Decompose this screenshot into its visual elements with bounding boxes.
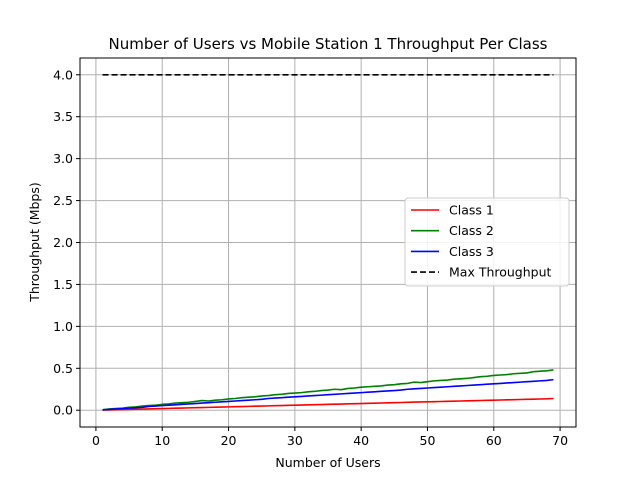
y-tick-label: 2.5 — [53, 193, 73, 208]
series-line-class-2 — [102, 369, 554, 411]
chart-title: Number of Users vs Mobile Station 1 Thro… — [109, 35, 548, 53]
x-tick-label: 30 — [287, 433, 303, 448]
legend-label-max-throughput: Max Throughput — [449, 265, 552, 280]
axis-ticks: 0 10 20 30 40 50 60 70 0.0 0.5 1.0 1.5 2.0 2.5 3.0 3.5 4… — [53, 67, 568, 448]
legend-label-class-2: Class 2 — [449, 223, 494, 238]
x-tick-label: 40 — [353, 433, 369, 448]
x-tick-label: 60 — [486, 433, 502, 448]
y-axis-label: Throughput (Mbps) — [27, 182, 42, 303]
series-lines — [102, 73, 554, 411]
grid-lines — [80, 58, 576, 427]
legend-label-class-1: Class 1 — [449, 203, 494, 218]
y-tick-label: 0.0 — [53, 403, 73, 418]
legend: Class 1 Class 2 Class 3 Max Throughput — [404, 197, 570, 287]
y-tick-label: 1.5 — [53, 277, 73, 292]
y-tick-label: 1.0 — [53, 319, 73, 334]
series-line-class-1 — [102, 397, 554, 411]
x-tick-label: 20 — [221, 433, 237, 448]
x-tick-label: 50 — [420, 433, 436, 448]
y-tick-label: 4.0 — [53, 67, 73, 82]
x-tick-label: 10 — [154, 433, 170, 448]
series-line-class-3 — [102, 378, 554, 411]
y-tick-label: 2.0 — [53, 235, 73, 250]
y-tick-label: 3.5 — [53, 109, 73, 124]
legend-box — [404, 197, 570, 287]
x-axis-label: Number of Users — [275, 455, 380, 470]
y-tick-label: 0.5 — [53, 361, 73, 376]
x-tick-label: 70 — [552, 433, 568, 448]
x-tick-label: 0 — [92, 433, 100, 448]
legend-label-class-3: Class 3 — [449, 244, 494, 259]
y-tick-label: 3.0 — [53, 151, 73, 166]
